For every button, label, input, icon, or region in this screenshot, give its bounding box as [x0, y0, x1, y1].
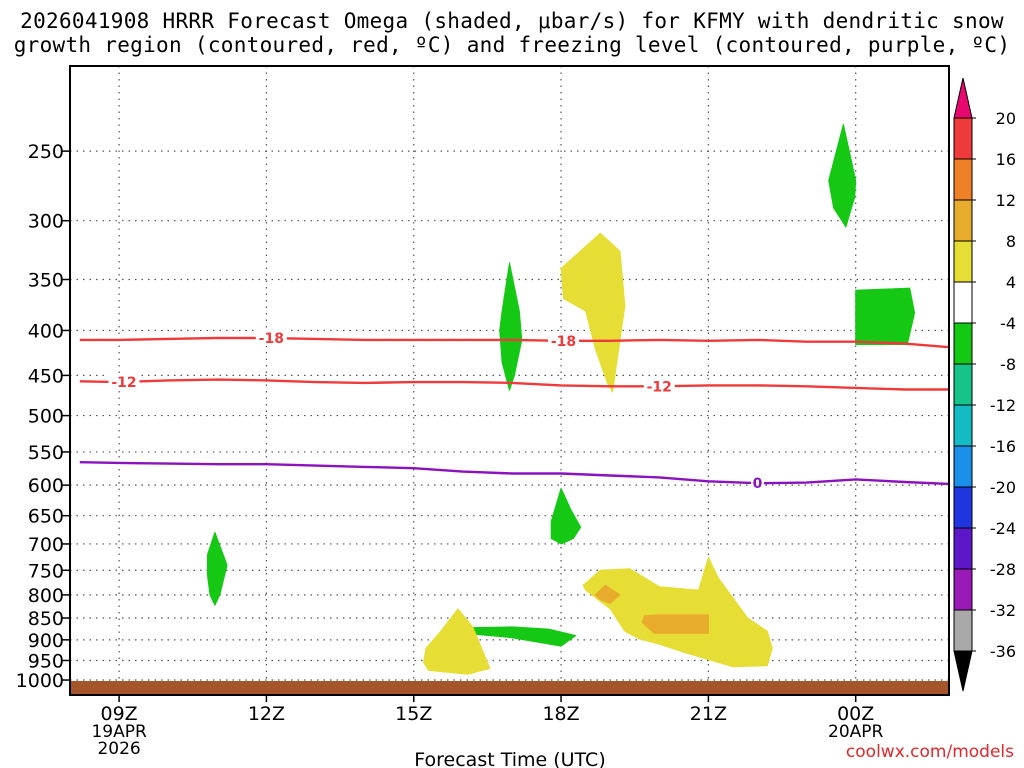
colorbar-label: -32 [990, 601, 1016, 620]
y-tick-label: 350 [28, 270, 64, 292]
colorbar-segment [953, 322, 973, 365]
contour-label: -12 [111, 375, 136, 391]
contour-label: -12 [647, 379, 672, 395]
colorbar-segment [953, 404, 973, 447]
x-tick-date-label: 2026 [97, 739, 140, 759]
chart-title-line-1: 2026041908 HRRR Forecast Omega (shaded, … [20, 9, 1004, 33]
x-tick-label: 09Z [101, 703, 138, 725]
omega-region-0 [828, 123, 857, 228]
y-tick-label: 450 [28, 365, 64, 387]
contour-line-0 [79, 461, 949, 486]
y-tick-label: 900 [28, 630, 64, 652]
omega-region-9 [641, 614, 709, 634]
colorbar-label: -36 [990, 642, 1016, 661]
colorbar-segment [953, 527, 973, 570]
colorbar-label: 8 [1006, 232, 1016, 251]
chart-title-line-2: growth region (contoured, red, ºC) and f… [13, 33, 1011, 57]
x-tick-label: 18Z [542, 703, 579, 725]
y-tick-label: 600 [28, 475, 64, 497]
contour-label-bg [643, 378, 675, 395]
y-tick-label: 750 [28, 560, 64, 582]
colorbar-segment [953, 568, 973, 611]
colorbar-top-cap [953, 77, 973, 119]
colorbar-label: -12 [990, 396, 1016, 415]
y-tick-label: 850 [28, 608, 64, 630]
contour-line--18 [79, 336, 949, 349]
colorbar-label: -24 [990, 519, 1016, 538]
omega-region-6 [560, 232, 626, 393]
x-axis-title: Forecast Time (UTC) [414, 749, 605, 768]
credit-link[interactable]: coolwx.com/models [845, 742, 1014, 762]
contour-label: -18 [259, 331, 284, 347]
grid-lines [70, 66, 949, 695]
x-tick-date-label: 20APR [828, 722, 884, 742]
y-tick-label: 250 [28, 141, 64, 163]
ground-surface [70, 681, 949, 695]
temperature-contours [79, 336, 949, 486]
colorbar-label: 4 [1006, 273, 1016, 292]
x-tick-label: 12Z [248, 703, 285, 725]
colorbar-label: -4 [1000, 314, 1016, 333]
colorbar-segment [953, 281, 973, 324]
omega-region-5 [464, 626, 577, 647]
colorbar-segment [953, 117, 973, 160]
y-tick-label: 950 [28, 650, 64, 672]
y-tick-label: 1000 [16, 670, 64, 692]
colorbar-segment [953, 199, 973, 242]
contour-label-bg [548, 332, 580, 349]
x-tick-label: 00Z [837, 703, 874, 725]
omega-colorbar: 20 16 12 8 4 -4 -8 -12 -16 -20 -24 -28 -32 -36 [953, 77, 1016, 692]
omega-region-3 [207, 531, 228, 606]
plot-frame [69, 65, 950, 696]
omega-region-8 [582, 556, 773, 668]
y-tick-label: 650 [28, 506, 64, 528]
colorbar-label: -20 [990, 478, 1016, 497]
x-tick-label: 21Z [690, 703, 727, 725]
omega-shaded-regions [207, 123, 916, 675]
colorbar-label: -16 [990, 437, 1016, 456]
colorbar-label: 16 [996, 150, 1016, 169]
colorbar-segment [953, 609, 973, 652]
omega-region-4 [550, 487, 582, 545]
x-tick-label: 15Z [395, 703, 432, 725]
colorbar-label: -8 [1000, 355, 1016, 374]
contour-label-bg [108, 374, 140, 391]
colorbar-segment [953, 486, 973, 529]
colorbar-bottom-cap [953, 650, 973, 692]
x-tick-date-label: 19APR [91, 722, 147, 742]
omega-region-2 [499, 262, 523, 391]
y-tick-label: 550 [28, 442, 64, 464]
contour-label: 0 [753, 476, 763, 492]
colorbar-label: 20 [996, 109, 1016, 128]
colorbar-label: -28 [990, 560, 1016, 579]
colorbar-segment [953, 363, 973, 406]
pressure-axis: 2503003504004505005506006507007508008509… [16, 141, 70, 692]
omega-region-1 [855, 287, 916, 345]
contour-line--12 [79, 378, 949, 391]
y-tick-label: 700 [28, 534, 64, 556]
contour-label-bg [750, 475, 764, 492]
contour-label-bg [255, 330, 287, 347]
colorbar-label: 12 [996, 191, 1016, 210]
contour-label: -18 [551, 334, 576, 350]
colorbar-segment [953, 158, 973, 201]
colorbar-segment [953, 445, 973, 488]
y-tick-label: 500 [28, 406, 64, 428]
y-tick-label: 400 [28, 320, 64, 342]
colorbar-segment [953, 240, 973, 283]
contour-labels: -18 -18 -12 -12 0 [108, 330, 764, 492]
omega-region-7 [423, 608, 491, 675]
y-tick-label: 800 [28, 585, 64, 607]
omega-region-10 [594, 584, 621, 604]
y-tick-label: 300 [28, 211, 64, 233]
